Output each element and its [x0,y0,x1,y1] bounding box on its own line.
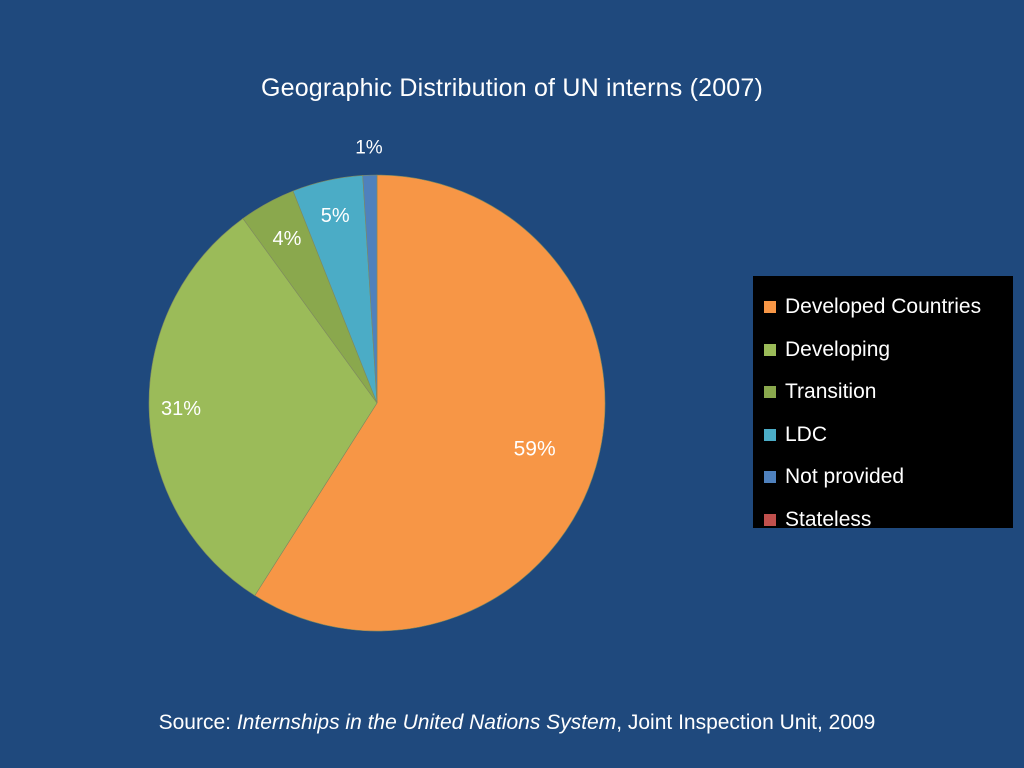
pie-slice-developed-countries [254,174,606,632]
legend-label-not-provided: Not provided [785,465,905,489]
pie-slice-not-provided [362,174,378,404]
slice-label-ldc: 5% [321,205,350,227]
chart-title: Geographic Distribution of UN interns (2… [260,74,764,102]
source-title: Internships in the United Nations System [236,711,617,734]
legend-label-ldc: LDC [785,422,828,446]
legend-label-developing: Developing [785,337,891,361]
slice-label-transition: 4% [272,228,301,250]
legend-item-stateless: Stateless [753,499,1013,542]
legend-label-stateless: Stateless [785,507,872,531]
source-prefix: Source: [158,711,237,734]
legend: Developed Countries Developing Transition L… [753,276,1013,531]
legend-swatch-developed-countries [764,301,776,314]
source-suffix: , Joint Inspection Unit, 2009 [616,711,876,734]
slice-label-developed-countries: 59% [514,437,556,460]
legend-label-transition: Transition [785,380,877,404]
legend-item-ldc: LDC [753,414,1013,457]
legend-swatch-ldc [764,428,776,441]
pie-slice-developing [148,218,378,596]
slice-label-not-provided: 1% [355,137,383,158]
legend-item-not-provided: Not provided [753,456,1013,499]
source-citation: Source: Internships in the United Nation… [0,711,1024,735]
slice-label-developing: 31% [161,398,201,420]
legend-swatch-stateless [764,513,776,526]
legend-item-developing: Developing [753,329,1013,372]
legend-swatch-not-provided [764,471,776,484]
legend-label-developed-countries: Developed Countries [785,295,982,319]
legend-swatch-transition [764,386,776,399]
legend-swatch-developing [764,343,776,356]
legend-item-developed-countries: Developed Countries [753,286,1013,329]
legend-item-transition: Transition [753,371,1013,414]
